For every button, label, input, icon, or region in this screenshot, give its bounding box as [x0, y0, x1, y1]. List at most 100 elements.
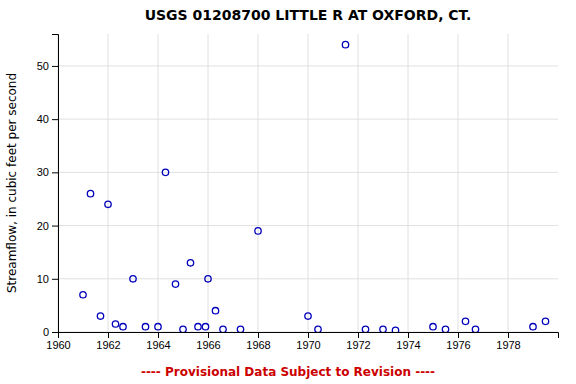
y-axis-tick-label: 20: [37, 220, 49, 232]
point: [237, 326, 243, 332]
point: [255, 228, 261, 234]
point: [305, 313, 311, 319]
point: [462, 318, 468, 324]
x-axis-tick: 1964: [146, 332, 170, 351]
point: [112, 321, 118, 327]
point: [105, 201, 111, 207]
points: [80, 41, 549, 332]
x-axis-tick-label: 1968: [246, 339, 270, 351]
x-axis-tick-label: 1972: [346, 339, 370, 351]
y-axis: 0 10 20 30 40 50: [37, 35, 59, 339]
point: [187, 260, 193, 266]
y-axis-tick-label: 0: [43, 326, 49, 338]
y-axis-line: [52, 35, 59, 333]
point: [542, 318, 548, 324]
x-axis-tick-mark: [458, 332, 459, 338]
x-axis-tick-label: 1974: [396, 339, 420, 351]
point: [130, 276, 136, 282]
y-axis-tick-label: 50: [37, 60, 49, 72]
x-axis-line: [59, 333, 559, 339]
x-axis-tick-label: 1978: [496, 339, 520, 351]
x-axis-tick-mark: [108, 332, 109, 338]
point: [202, 323, 208, 329]
x-axis-tick: 1962: [96, 332, 120, 351]
grid-line-y: [58, 172, 558, 173]
y-axis-tick: 50: [37, 60, 58, 72]
point: [162, 169, 168, 175]
point: [97, 313, 103, 319]
point: [220, 326, 226, 332]
x-axis-tick: 1960: [46, 332, 70, 351]
point: [155, 323, 161, 329]
x-axis-tick-mark: [408, 332, 409, 338]
grid-line-x: [208, 34, 209, 332]
y-axis-tick-label: 40: [37, 113, 49, 125]
x-axis-tick-label: 1964: [146, 339, 170, 351]
y-axis-tick-mark: [52, 279, 58, 280]
y-axis-tick-mark: [52, 66, 58, 67]
x-axis-tick-mark: [358, 332, 359, 338]
footnote: ---- Provisional Data Subject to Revisio…: [141, 365, 435, 379]
x-axis-tick-label: 1966: [196, 339, 220, 351]
point: [205, 276, 211, 282]
grid-line-x: [258, 34, 259, 332]
x-axis-tick-label: 1976: [446, 339, 470, 351]
point: [362, 326, 368, 332]
y-axis-tick: 40: [37, 113, 58, 125]
y-axis-tick-mark: [52, 172, 58, 173]
grid-line-x: [508, 34, 509, 332]
x-axis-tick: 1978: [496, 332, 520, 351]
chart: 1960 1962 1964 1966 1968 1970 1972 1974 1976 1978…: [0, 0, 576, 384]
point: [342, 41, 348, 47]
point: [212, 308, 218, 314]
point: [172, 281, 178, 287]
grid-line-y: [58, 65, 558, 66]
grid-line-y: [58, 225, 558, 226]
point: [472, 326, 478, 332]
point: [530, 323, 536, 329]
x-axis-tick-mark: [308, 332, 309, 338]
x-axis-tick: 1968: [246, 332, 270, 351]
grid-line-x: [408, 34, 409, 332]
y-axis-label: Streamflow, in cubic feet per second: [5, 73, 19, 293]
y-axis-tick-label: 10: [37, 273, 49, 285]
grid: [58, 34, 558, 332]
grid-line-y: [58, 119, 558, 120]
y-axis-tick: 30: [37, 166, 58, 178]
point: [80, 292, 86, 298]
point: [142, 323, 148, 329]
grid-line-x: [158, 34, 159, 332]
point: [392, 327, 398, 332]
grid-line-y: [58, 278, 558, 279]
x-axis-tick-label: 1962: [96, 339, 120, 351]
x-axis-tick-mark: [158, 332, 159, 338]
x-axis: 1960 1962 1964 1966 1968 1970 1972 1974 1976 1978: [46, 332, 558, 351]
plot-area: 1960 1962 1964 1966 1968 1970 1972 1974 1976 1978…: [37, 34, 559, 351]
point: [442, 326, 448, 332]
y-axis-tick: 10: [37, 273, 58, 285]
grid-line-x: [458, 34, 459, 332]
y-axis-tick-mark: [52, 226, 58, 227]
x-axis-tick: 1972: [346, 332, 370, 351]
x-axis-tick: 1976: [446, 332, 470, 351]
y-axis-tick-mark: [52, 119, 58, 120]
point: [315, 326, 321, 332]
y-axis-tick: 0: [43, 326, 58, 338]
x-axis-tick-mark: [258, 332, 259, 338]
point: [195, 323, 201, 329]
grid-line-x: [358, 34, 359, 332]
x-axis-tick-mark: [508, 332, 509, 338]
grid-line-x: [108, 34, 109, 332]
point: [380, 326, 386, 332]
point: [180, 326, 186, 332]
y-axis-tick-mark: [52, 332, 58, 333]
x-axis-tick-label: 1970: [296, 339, 320, 351]
grid-line-x: [308, 34, 309, 332]
x-axis-tick-mark: [208, 332, 209, 338]
x-axis-tick: 1974: [396, 332, 420, 351]
x-axis-tick-label: 1960: [46, 339, 70, 351]
x-axis-tick: 1966: [196, 332, 220, 351]
point: [120, 323, 126, 329]
point: [430, 323, 436, 329]
point: [87, 190, 93, 196]
